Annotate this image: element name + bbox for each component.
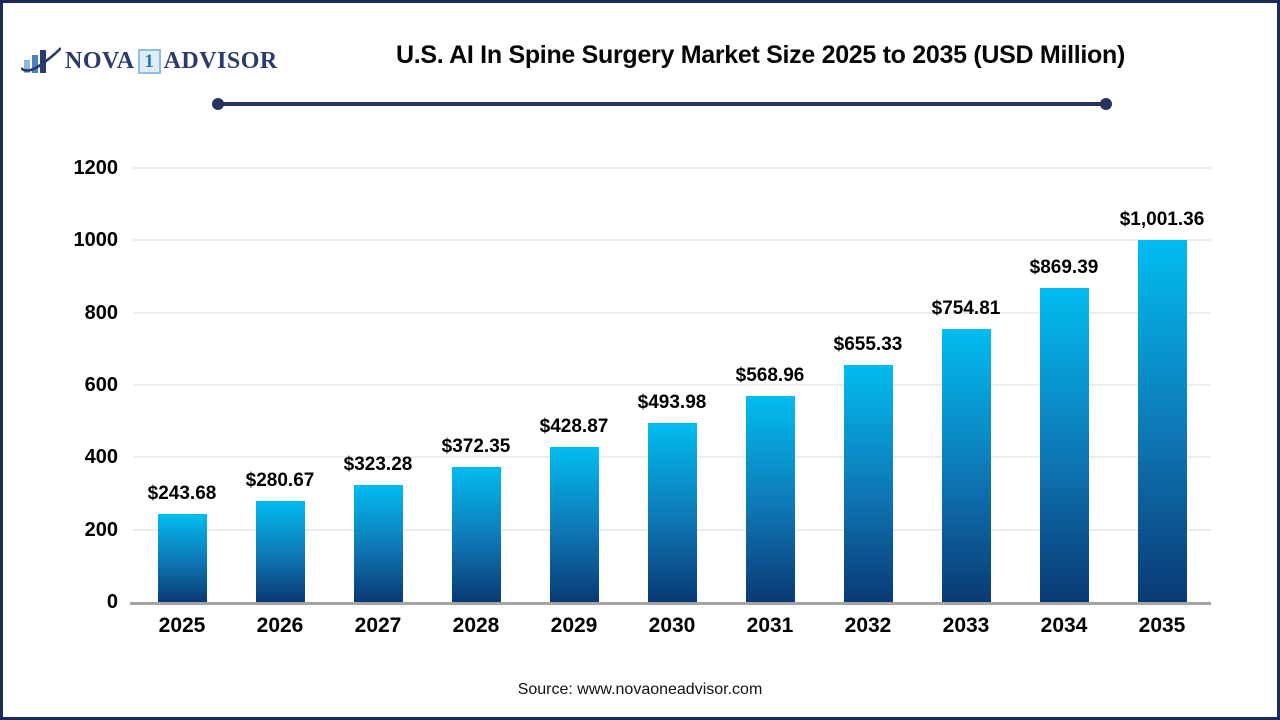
bar-2032 <box>843 365 893 602</box>
chart-title: U.S. AI In Spine Surgery Market Size 202… <box>396 41 1125 69</box>
bar-column-2030: $493.98 <box>623 168 721 602</box>
logo-text-nova: NOVA <box>65 48 135 74</box>
bar-column-2033: $754.81 <box>917 168 1015 602</box>
x-axis-label-2034: 2034 <box>1040 614 1088 637</box>
bar-column-2035: $1,001.36 <box>1113 168 1211 602</box>
x-axis-label-2032: 2032 <box>844 614 892 637</box>
logo-chart-icon <box>21 47 61 73</box>
bar-column-2029: $428.87 <box>525 168 623 602</box>
bar-column-2032: $655.33 <box>819 168 917 602</box>
bar-column-2034: $869.39 <box>1015 168 1113 602</box>
x-axis-label-2029: 2029 <box>550 614 598 637</box>
bar-2026 <box>255 500 305 602</box>
bar-2025 <box>157 513 207 602</box>
bar-2033 <box>941 329 991 602</box>
x-axis-label-2028: 2028 <box>452 614 500 637</box>
y-axis-tick-label: 800 <box>84 301 118 324</box>
x-axis-label-2025: 2025 <box>158 614 206 637</box>
gridline <box>133 384 1211 386</box>
y-axis-tick-label: 1000 <box>73 229 119 252</box>
x-axis-label-2033: 2033 <box>942 614 990 637</box>
gridline <box>133 167 1211 169</box>
bar-column-2026: $280.67 <box>231 168 329 602</box>
bar-2027 <box>353 485 403 602</box>
logo-number-one-badge: 1 <box>137 48 161 74</box>
brand-logo: NOVA 1 ADVISOR <box>21 41 278 81</box>
bar-value-label: $869.39 <box>1029 256 1099 278</box>
x-axis-label-2035: 2035 <box>1138 614 1186 637</box>
bar-chart-plot-area: $243.68 $280.67 $323.28 $372.35 $428.87 $493.… <box>133 168 1211 602</box>
bar-column-2027: $323.28 <box>329 168 427 602</box>
bar-2030 <box>647 423 697 602</box>
bar-2028 <box>451 467 501 602</box>
gridline <box>133 239 1211 242</box>
y-axis-tick-labels: 0 200 400 600 800 1000 1200 <box>33 157 119 613</box>
bar-column-2025: $243.68 <box>133 168 231 602</box>
bar-value-label: $323.28 <box>343 454 413 476</box>
bar-2034 <box>1039 287 1089 602</box>
bar-value-label: $280.67 <box>245 469 315 491</box>
bar-value-label: $754.81 <box>931 298 1001 320</box>
title-underline-rule <box>212 98 1112 110</box>
y-axis-tick-label: 200 <box>84 518 118 541</box>
y-axis-tick-label: 1200 <box>73 157 119 179</box>
y-axis-tick-label: 0 <box>106 591 118 613</box>
gridline <box>133 311 1211 314</box>
bar-value-label: $1,001.36 <box>1119 208 1205 230</box>
x-axis-label-2026: 2026 <box>256 614 304 637</box>
x-axis-labels: 2025 2026 2027 2028 2029 2030 2031 2032 2033 2034… <box>133 614 1211 638</box>
line-endpoint-dot-right <box>1100 98 1112 110</box>
bar-2035 <box>1137 239 1187 602</box>
y-axis-tick-label: 600 <box>84 374 118 396</box>
y-axis-tick-label: 400 <box>84 446 118 469</box>
bar-column-2028: $372.35 <box>427 168 525 602</box>
bar-value-label: $243.68 <box>147 482 217 504</box>
bar-value-label: $493.98 <box>637 392 707 414</box>
x-axis-label-2027: 2027 <box>354 614 402 637</box>
logo-text-advisor: ADVISOR <box>163 48 278 74</box>
bar-value-label: $428.87 <box>539 415 609 437</box>
x-axis-baseline <box>130 602 1211 605</box>
x-axis-label-2031: 2031 <box>746 614 794 637</box>
bar-2031 <box>745 396 795 602</box>
line-endpoint-dot-left <box>212 98 224 110</box>
bar-column-2031: $568.96 <box>721 168 819 602</box>
source-attribution: Source: www.novaoneadvisor.com <box>517 681 763 698</box>
x-axis-label-2030: 2030 <box>648 614 696 637</box>
bar-2029 <box>549 446 599 602</box>
bar-value-label: $568.96 <box>735 365 805 387</box>
bar-value-label: $372.35 <box>441 436 511 458</box>
bar-value-label: $655.33 <box>833 334 903 355</box>
